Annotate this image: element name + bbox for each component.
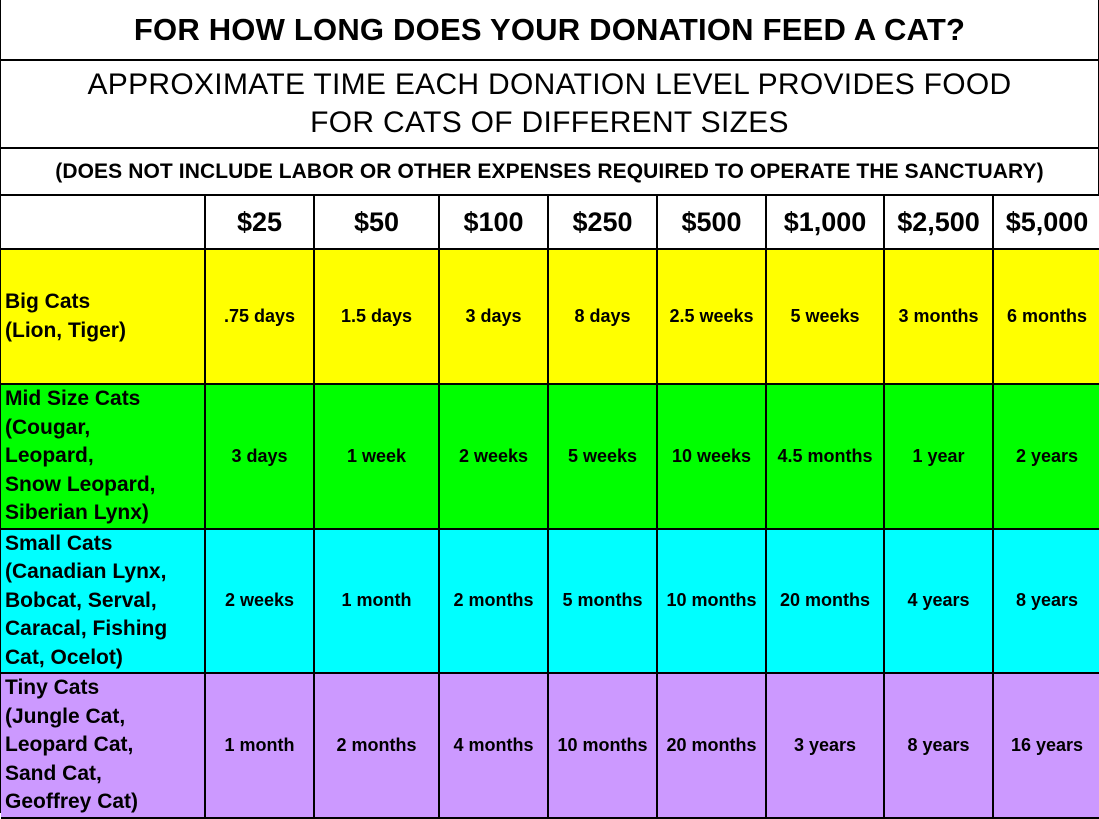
table-cell: 4.5 months — [765, 383, 885, 530]
header-level: $5,000 — [992, 196, 1099, 250]
table-cell: 16 years — [992, 672, 1099, 819]
table-cell: 2 weeks — [438, 383, 549, 530]
row-tiny-cats: Tiny Cats (Jungle Cat, Leopard Cat, Sand… — [1, 672, 1099, 819]
header-corner — [1, 196, 206, 250]
header-level: $100 — [438, 196, 549, 250]
label-line: Sand Cat, — [5, 761, 102, 785]
row-label-mid-size-cats: Mid Size Cats (Cougar, Leopard, Snow Leo… — [1, 383, 206, 530]
label-line: Leopard Cat, — [5, 733, 134, 756]
table-cell: 2 weeks — [204, 527, 315, 674]
label-line: Small Cats — [5, 531, 113, 555]
label-line: (Lion, Tiger) — [5, 318, 126, 342]
row-label-big-cats: Big Cats (Lion, Tiger) — [1, 248, 206, 385]
label-line: (Canadian Lynx, — [5, 560, 167, 583]
table-cell: 10 weeks — [656, 383, 767, 530]
header-level: $500 — [656, 196, 767, 250]
row-label-tiny-cats: Tiny Cats (Jungle Cat, Leopard Cat, Sand… — [1, 672, 206, 819]
header-row: $25 $50 $100 $250 $500 $1,000 $2,500 $5,… — [1, 196, 1099, 250]
table-cell: 1 month — [313, 527, 440, 674]
table-cell: 10 months — [656, 527, 767, 674]
label-line: Mid Size Cats — [5, 387, 141, 410]
header-level: $50 — [313, 196, 440, 250]
table-cell: 2.5 weeks — [656, 248, 767, 385]
label-line: Cat, Ocelot) — [5, 645, 123, 669]
table-cell: 1 month — [204, 672, 315, 819]
table-cell: 1 week — [313, 383, 440, 530]
row-small-cats: Small Cats (Canadian Lynx, Bobcat, Serva… — [1, 527, 1099, 674]
label-line: Siberian Lynx) — [5, 501, 149, 524]
row-mid-size-cats: Mid Size Cats (Cougar, Leopard, Snow Leo… — [1, 383, 1099, 530]
label-line: Leopard, — [5, 444, 94, 467]
table-cell: 3 days — [204, 383, 315, 530]
table-cell: 2 months — [438, 527, 549, 674]
header-level: $250 — [547, 196, 658, 250]
table-cell: 3 years — [765, 672, 885, 819]
header-level: $1,000 — [765, 196, 885, 250]
table-cell: 20 months — [656, 672, 767, 819]
table-cell: 4 years — [883, 527, 994, 674]
label-line: Tiny Cats — [5, 676, 100, 699]
label-line: Big Cats — [5, 290, 91, 313]
table-cell: 2 months — [313, 672, 440, 819]
subtitle: APPROXIMATE TIME EACH DONATION LEVEL PRO… — [1, 61, 1098, 149]
label-line: Bobcat, Serval, — [5, 588, 157, 612]
label-line: Snow Leopard, — [5, 472, 156, 496]
table-cell: 3 months — [883, 248, 994, 385]
header-level: $25 — [204, 196, 315, 250]
table-cell: 5 weeks — [547, 383, 658, 530]
label-line: (Jungle Cat, — [5, 704, 126, 728]
page-title: FOR HOW LONG DOES YOUR DONATION FEED A C… — [1, 0, 1098, 61]
table-cell: 3 days — [438, 248, 549, 385]
subtitle-line-2: FOR CATS OF DIFFERENT SIZES — [310, 106, 789, 139]
table-cell: 5 weeks — [765, 248, 885, 385]
subtitle-line-1: APPROXIMATE TIME EACH DONATION LEVEL PRO… — [87, 68, 1012, 101]
expense-note: (DOES NOT INCLUDE LABOR OR OTHER EXPENSE… — [1, 149, 1098, 196]
table-cell: 20 months — [765, 527, 885, 674]
table-cell: 5 months — [547, 527, 658, 674]
row-big-cats: Big Cats (Lion, Tiger) .75 days 1.5 days… — [1, 248, 1099, 385]
label-line: Caracal, Fishing — [5, 617, 168, 640]
table-cell: 6 months — [992, 248, 1099, 385]
table-cell: 2 years — [992, 383, 1099, 530]
table-cell: 8 days — [547, 248, 658, 385]
donation-table: $25 $50 $100 $250 $500 $1,000 $2,500 $5,… — [1, 196, 1099, 819]
table-cell: 4 months — [438, 672, 549, 819]
table-cell: 8 years — [992, 527, 1099, 674]
table-cell: 1 year — [883, 383, 994, 530]
table-cell: .75 days — [204, 248, 315, 385]
label-line: Geoffrey Cat) — [5, 790, 139, 813]
table-cell: 1.5 days — [313, 248, 440, 385]
table-cell: 8 years — [883, 672, 994, 819]
row-label-small-cats: Small Cats (Canadian Lynx, Bobcat, Serva… — [1, 527, 206, 674]
label-line: (Cougar, — [5, 415, 91, 439]
table-cell: 10 months — [547, 672, 658, 819]
header-level: $2,500 — [883, 196, 994, 250]
